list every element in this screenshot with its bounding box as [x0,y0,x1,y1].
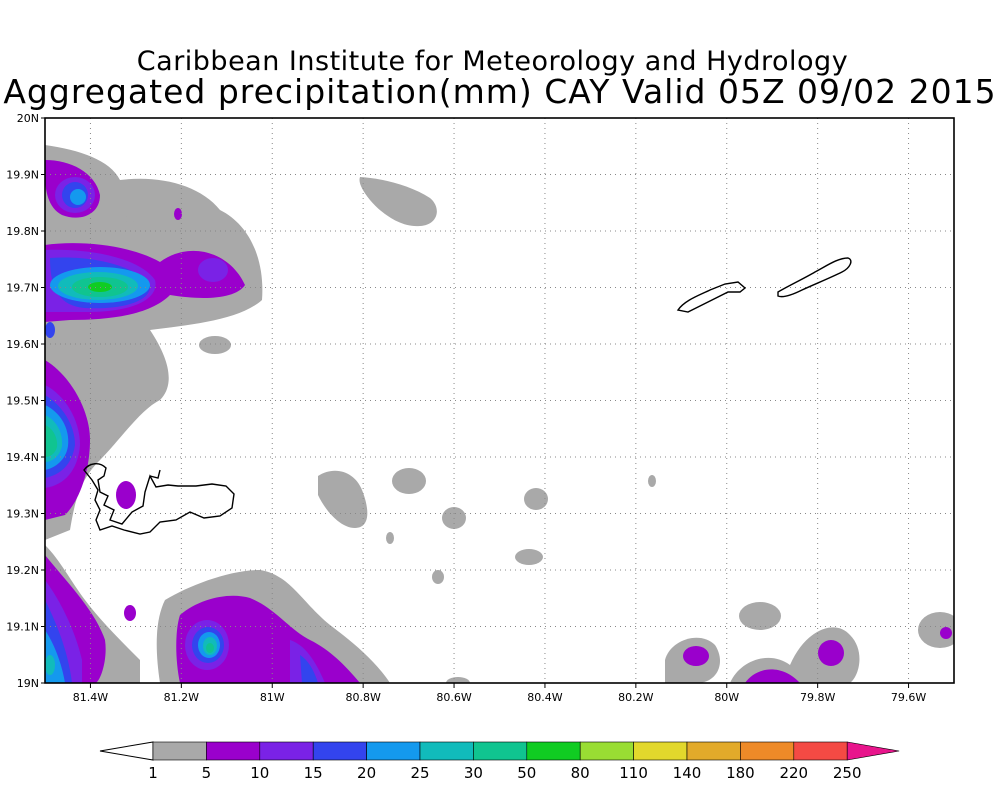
colorbar-swatch [579,741,634,761]
island-outlines [83,257,852,535]
colorbar-label: 5 [202,764,212,782]
colorbar-swatch [152,741,207,761]
colorbar-swatch [206,741,261,761]
colorbar-label: 10 [250,764,269,782]
lat-tick-label: 19.7N [6,282,39,295]
precip-level-1-5 [45,145,954,683]
colorbar-label: 250 [833,764,862,782]
grid-lines [45,118,954,683]
lon-axis: 81.4W 81.2W 81W 80.8W 80.6W 80.4W 80.2W 80W 79.8… [73,683,926,704]
colorbar-label: 15 [304,764,323,782]
lat-tick-label: 19.6N [6,338,39,351]
colorbar-swatch [793,741,848,761]
lat-tick-label: 19.3N [6,508,39,521]
lat-tick-label: 19.4N [6,451,39,464]
colorbar-label: 1 [148,764,158,782]
lat-axis: 19N 19.1N 19.2N 19.3N 19.4N 19.5N 19.6N 19.7N 19… [6,112,45,690]
colorbar-swatch [419,741,474,761]
lon-tick-label: 80.6W [436,691,471,704]
colorbar: 1 5 10 15 20 25 30 50 80 110 140 180 220 250 [99,741,900,782]
island-grand-cayman [83,463,235,535]
colorbar-swatch [526,741,581,761]
lon-tick-label: 81.4W [73,691,108,704]
colorbar-swatch [740,741,795,761]
island-grand-cayman-detail [149,469,161,479]
lat-tick-label: 19.8N [6,225,39,238]
colorbar-swatch [686,741,741,761]
lat-tick-label: 19.2N [6,564,39,577]
lat-tick-label: 19.5N [6,395,39,408]
colorbar-label: 80 [571,764,590,782]
lon-tick-label: 80.4W [527,691,562,704]
lon-tick-label: 80W [714,691,739,704]
colorbar-label: 180 [726,764,755,782]
colorbar-label: 220 [779,764,808,782]
colorbar-label: 25 [410,764,429,782]
lon-tick-label: 81.2W [164,691,199,704]
colorbar-swatch [312,741,367,761]
colorbar-label: 30 [464,764,483,782]
lon-tick-label: 79.8W [800,691,835,704]
lon-tick-label: 80.8W [345,691,380,704]
title-line-2: Aggregated precipitation(mm) CAY Valid 0… [3,72,997,111]
lon-tick-label: 79.6W [891,691,926,704]
colorbar-above-arrow [846,741,900,761]
lon-tick-label: 80.2W [618,691,653,704]
colorbar-swatch [633,741,688,761]
colorbar-swatch [259,741,314,761]
colorbar-label: 110 [619,764,648,782]
lat-tick-label: 19.1N [6,621,39,634]
lat-tick-label: 19.9N [6,169,39,182]
lat-tick-label: 19N [17,677,39,690]
colorbar-label: 20 [357,764,376,782]
island-cayman-brac [777,257,852,298]
colorbar-label: 140 [673,764,702,782]
title-line-1: Caribbean Institute for Meteorology and … [136,46,849,77]
colorbar-swatch [366,741,421,761]
lon-tick-label: 81W [260,691,285,704]
colorbar-below-arrow [99,741,154,761]
lat-tick-label: 20N [17,112,39,125]
precip-field [45,145,954,683]
island-little-cayman [676,281,747,313]
colorbar-label: 50 [517,764,536,782]
colorbar-swatch [473,741,528,761]
